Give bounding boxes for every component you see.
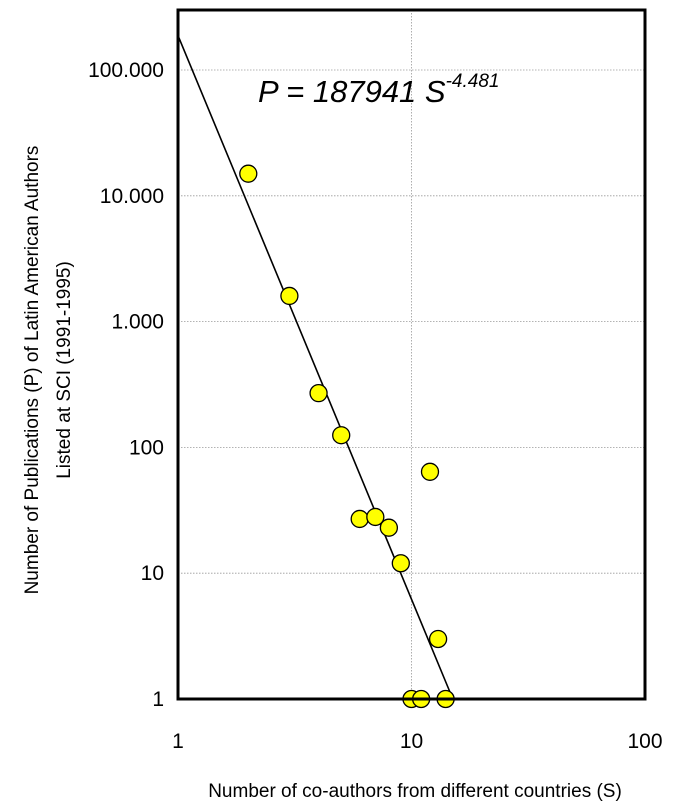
grid xyxy=(177,10,646,700)
y-tick-label: 1 xyxy=(152,688,164,711)
data-point xyxy=(332,426,351,445)
y-axis-label-line2: Listed at SCI (1991-1995) xyxy=(54,261,75,479)
y-axis-label-line1: Number of Publications (P) of Latin Amer… xyxy=(22,146,43,595)
y-tick-label: 10.000 xyxy=(100,185,164,208)
y-tick-label: 1.000 xyxy=(111,311,164,334)
data-point xyxy=(350,509,369,529)
data-point xyxy=(379,518,399,537)
y-tick-label: 10 xyxy=(141,562,164,585)
fit-line xyxy=(177,35,454,700)
fit-equation-main: P = 187941 S xyxy=(258,74,446,109)
y-tick-label: 100.000 xyxy=(88,59,164,82)
y-tick-labels: 1 10 100 1.000 10.000 100.000 xyxy=(88,59,164,711)
y-tick-label: 100 xyxy=(129,436,164,459)
fit-equation-exponent: -4.481 xyxy=(446,71,500,92)
plot-frame xyxy=(176,8,647,701)
x-tick-labels: 1 10 100 xyxy=(172,730,662,753)
data-points xyxy=(239,164,455,709)
data-point xyxy=(420,462,440,481)
x-tick-label: 1 xyxy=(172,730,184,753)
x-axis-label: Number of co-authors from different coun… xyxy=(208,781,622,802)
data-point xyxy=(391,554,410,573)
fit-line-group xyxy=(177,35,454,700)
data-point xyxy=(239,164,258,183)
data-point xyxy=(366,507,385,527)
data-point xyxy=(309,383,328,403)
data-point xyxy=(428,629,448,649)
fit-equation: P = 187941 S-4.481 xyxy=(258,71,499,109)
x-tick-label: 10 xyxy=(400,730,423,753)
data-point xyxy=(280,286,299,306)
x-tick-label: 100 xyxy=(627,730,662,753)
